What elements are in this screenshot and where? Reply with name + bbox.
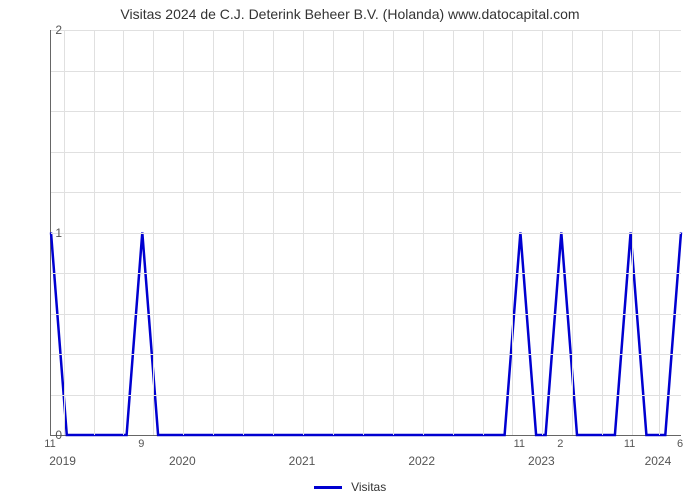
- grid-line-v: [659, 30, 660, 435]
- data-point-label: 2: [557, 438, 563, 450]
- grid-line-v: [483, 30, 484, 435]
- grid-line-v: [602, 30, 603, 435]
- data-point-label: 11: [44, 438, 55, 450]
- x-tick-label: 2019: [49, 454, 76, 468]
- grid-line-v: [64, 30, 65, 435]
- grid-line-v: [453, 30, 454, 435]
- grid-line-h-minor: [51, 152, 681, 153]
- x-tick-label: 2023: [528, 454, 555, 468]
- grid-line-h-minor: [51, 395, 681, 396]
- grid-line-h: [51, 30, 681, 31]
- grid-line-v: [303, 30, 304, 435]
- y-tick-label: 1: [32, 226, 62, 240]
- plot-area: [50, 30, 681, 436]
- x-tick-label: 2020: [169, 454, 196, 468]
- legend-label: Visitas: [351, 480, 386, 494]
- grid-line-h-minor: [51, 111, 681, 112]
- grid-line-h-minor: [51, 314, 681, 315]
- x-tick-label: 2021: [289, 454, 316, 468]
- grid-line-h-minor: [51, 354, 681, 355]
- data-point-label: 6: [677, 438, 683, 450]
- y-tick-label: 2: [32, 23, 62, 37]
- grid-line-h-minor: [51, 71, 681, 72]
- grid-line-v: [572, 30, 573, 435]
- grid-line-v: [243, 30, 244, 435]
- grid-line-h-minor: [51, 273, 681, 274]
- grid-line-v: [512, 30, 513, 435]
- grid-line-v: [213, 30, 214, 435]
- grid-line-v: [153, 30, 154, 435]
- grid-line-v: [94, 30, 95, 435]
- x-tick-label: 2022: [408, 454, 435, 468]
- data-point-label: 9: [138, 438, 144, 450]
- data-point-label: 11: [624, 438, 635, 450]
- legend: Visitas: [0, 479, 700, 494]
- x-tick-label: 2024: [645, 454, 672, 468]
- grid-line-v: [423, 30, 424, 435]
- grid-line-v: [363, 30, 364, 435]
- grid-line-v: [542, 30, 543, 435]
- grid-line-v: [632, 30, 633, 435]
- grid-line-v: [123, 30, 124, 435]
- grid-line-h-minor: [51, 192, 681, 193]
- data-point-label: 11: [514, 438, 525, 450]
- grid-line-v: [273, 30, 274, 435]
- grid-line-v: [333, 30, 334, 435]
- grid-line-v: [393, 30, 394, 435]
- grid-line-h: [51, 233, 681, 234]
- grid-line-v: [183, 30, 184, 435]
- legend-swatch: [314, 486, 342, 489]
- chart-title: Visitas 2024 de C.J. Deterink Beheer B.V…: [0, 6, 700, 22]
